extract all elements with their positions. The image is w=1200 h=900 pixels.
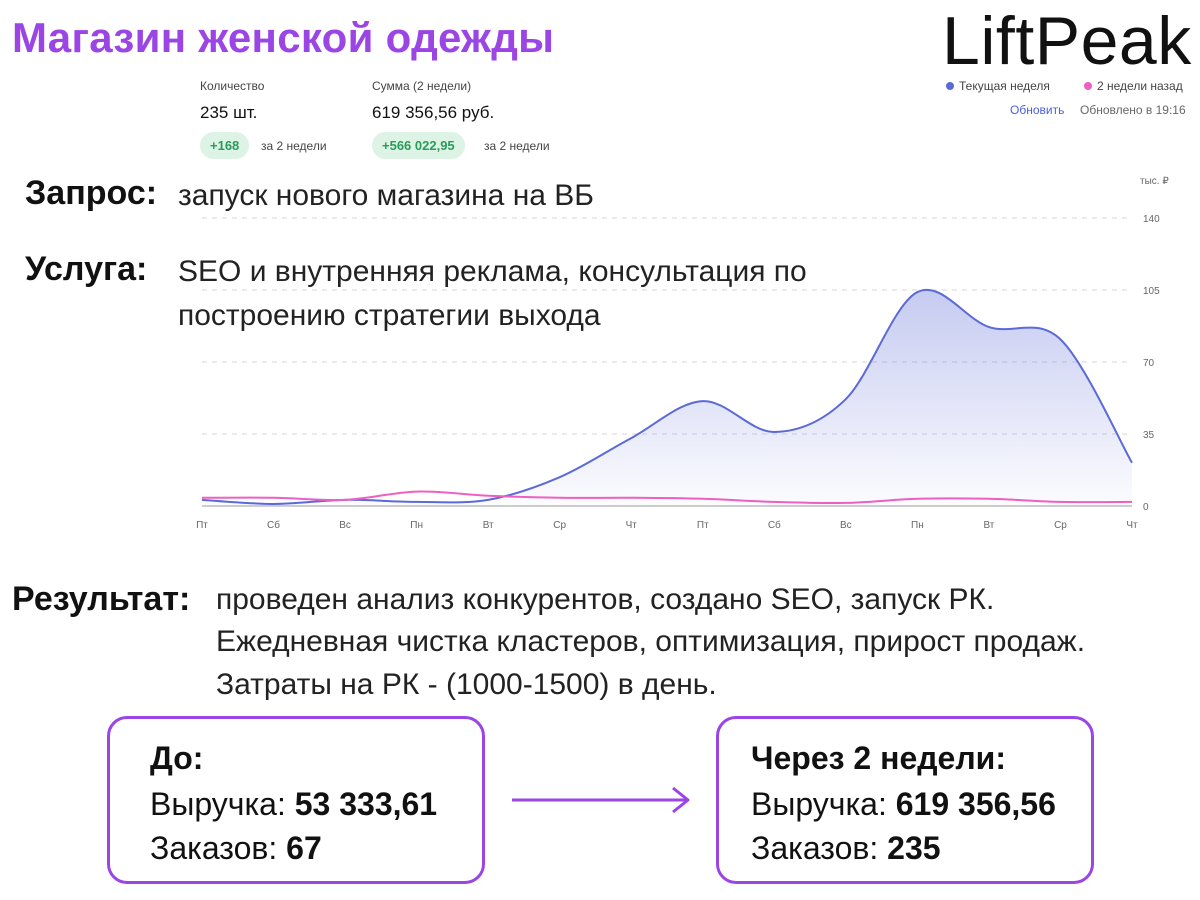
quantity-delta-badge: +168	[200, 132, 250, 159]
y-unit-label: тыс. ₽	[1140, 176, 1169, 187]
after-orders-value: 235	[887, 830, 941, 866]
service-label: Услуга:	[25, 250, 148, 288]
request-text: запуск нового магазина на ВБ	[178, 179, 594, 212]
series-line-current	[201, 288, 1133, 505]
after-revenue-label: Выручка:	[751, 786, 896, 822]
sum-value: 619 356,56 руб.	[372, 103, 495, 122]
y-tick-label: 35	[1143, 430, 1155, 441]
after-card: Через 2 недели: Выручка: 619 356,56 Зака…	[716, 716, 1094, 884]
before-revenue: Выручка: 53 333,61	[150, 781, 437, 827]
after-orders: Заказов: 235	[751, 825, 941, 871]
series-line-previous	[201, 490, 1133, 505]
y-tick-label: 140	[1143, 214, 1160, 225]
page-title: Магазин женской одежды	[12, 14, 555, 61]
x-tick-label: Чт	[1126, 520, 1138, 531]
before-orders-value: 67	[286, 830, 322, 866]
after-orders-label: Заказов:	[751, 830, 888, 866]
after-revenue-value: 619 356,56	[895, 786, 1056, 822]
sum-delta-note: за 2 недели	[484, 139, 550, 153]
x-tick-label: Вс	[339, 520, 351, 531]
x-tick-label: Пн	[410, 520, 423, 531]
x-tick-label: Пн	[911, 520, 924, 531]
before-orders: Заказов: 67	[150, 825, 322, 871]
service-text-line2: построению стратегии выхода	[178, 299, 601, 332]
legend-previous: 2 недели назад	[1084, 79, 1183, 93]
series-area-current	[202, 289, 1132, 506]
legend-previous-label: 2 недели назад	[1097, 79, 1183, 93]
before-card: До: Выручка: 53 333,61 Заказов: 67	[107, 716, 485, 884]
request-label: Запрос:	[25, 174, 158, 212]
after-revenue: Выручка: 619 356,56	[751, 781, 1056, 827]
revenue-chart: 0 35 70 105 140 тыс. ₽ Пт Сб Вс Пн Вт Ср Чт Пт Сб Вс Пн В…	[196, 176, 1169, 531]
before-title: До:	[150, 740, 204, 776]
before-revenue-value: 53 333,61	[294, 786, 438, 822]
legend-previous-dot	[1084, 82, 1092, 90]
result-label: Результат:	[12, 580, 191, 618]
x-tick-label: Вт	[483, 520, 494, 531]
before-revenue-label: Выручка:	[150, 786, 295, 822]
before-orders-label: Заказов:	[150, 830, 287, 866]
arrow-right-icon	[512, 786, 690, 814]
legend-current-label: Текущая неделя	[959, 79, 1050, 93]
x-tick-label: Ср	[1054, 520, 1067, 531]
x-tick-label: Сб	[267, 519, 280, 531]
x-tick-label: Чт	[626, 520, 638, 531]
updated-timestamp: Обновлено в 19:16	[1080, 103, 1186, 117]
result-text-line2: Ежедневная чистка кластеров, оптимизация…	[216, 625, 1086, 658]
quantity-value: 235 шт.	[200, 103, 258, 122]
result-text-line1: проведен анализ конкурентов, создано SEO…	[216, 583, 995, 616]
y-tick-label: 0	[1143, 502, 1149, 513]
quantity-label: Количество	[200, 79, 265, 93]
result-text-line3: Затраты на РК - (1000-1500) в день.	[216, 668, 717, 701]
x-tick-label: Ср	[553, 520, 566, 531]
quantity-delta-note: за 2 недели	[261, 139, 327, 153]
legend-current: Текущая неделя	[946, 79, 1050, 93]
x-tick-label: Сб	[768, 519, 781, 531]
x-tick-label: Пт	[697, 520, 709, 531]
x-tick-label: Вт	[983, 520, 994, 531]
service-text-line1: SEO и внутренняя реклама, консультация п…	[178, 255, 807, 288]
y-tick-label: 105	[1143, 286, 1160, 297]
x-tick-label: Пт	[196, 520, 208, 531]
sum-delta-badge: +566 022,95	[372, 132, 465, 159]
x-tick-label: Вс	[840, 520, 852, 531]
y-tick-label: 70	[1143, 358, 1155, 369]
after-title: Через 2 недели:	[751, 740, 1006, 776]
legend-current-dot	[946, 82, 954, 90]
sum-label: Сумма (2 недели)	[372, 79, 472, 93]
brand-logo: LiftPeak	[942, 3, 1192, 79]
refresh-link[interactable]: Обновить	[1010, 103, 1065, 117]
